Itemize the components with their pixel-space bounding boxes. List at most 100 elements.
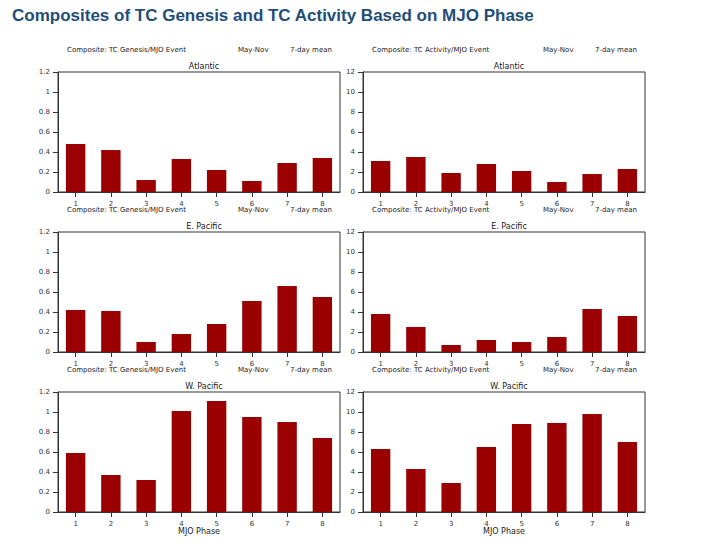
- svg-text:E. Pacific: E. Pacific: [491, 222, 527, 231]
- svg-text:Composite: TC Activity/MJO Eve: Composite: TC Activity/MJO Event: [372, 206, 490, 214]
- svg-text:6: 6: [250, 520, 255, 528]
- svg-text:7: 7: [590, 360, 594, 368]
- svg-text:1.2: 1.2: [39, 68, 50, 76]
- svg-text:2: 2: [351, 488, 355, 496]
- svg-text:7: 7: [285, 520, 289, 528]
- svg-text:1: 1: [46, 88, 50, 96]
- svg-text:2: 2: [414, 520, 418, 528]
- svg-text:10: 10: [346, 88, 355, 96]
- svg-text:0: 0: [46, 348, 50, 356]
- svg-text:7-day mean: 7-day mean: [290, 206, 332, 214]
- svg-text:12: 12: [346, 68, 355, 76]
- svg-text:May-Nov: May-Nov: [238, 46, 269, 54]
- svg-text:Composite: TC Activity/MJO Eve: Composite: TC Activity/MJO Event: [372, 366, 490, 374]
- svg-text:7: 7: [590, 520, 594, 528]
- svg-text:5: 5: [519, 520, 523, 528]
- svg-text:0.2: 0.2: [39, 168, 50, 176]
- svg-text:1: 1: [378, 520, 382, 528]
- svg-text:May-Nov: May-Nov: [238, 366, 269, 374]
- svg-text:7-day mean: 7-day mean: [290, 46, 332, 54]
- svg-text:6: 6: [554, 199, 560, 208]
- svg-text:0.8: 0.8: [39, 108, 50, 116]
- svg-text:5: 5: [214, 360, 218, 368]
- svg-text:2: 2: [413, 199, 419, 208]
- svg-text:3: 3: [143, 199, 149, 208]
- svg-text:MJO Phase: MJO Phase: [483, 527, 525, 536]
- svg-text:1: 1: [73, 520, 77, 528]
- svg-text:Composite: TC Genesis/MJO Even: Composite: TC Genesis/MJO Event: [67, 46, 186, 54]
- svg-text:6: 6: [351, 448, 356, 456]
- svg-text:7: 7: [285, 360, 289, 368]
- html-text:Composites of TC Genesis and T: Composites of TC Genesis and TC Activity…: [12, 6, 534, 25]
- svg-text:1.2: 1.2: [39, 388, 50, 396]
- svg-text:MJO Phase: MJO Phase: [178, 527, 220, 536]
- svg-text:10: 10: [346, 248, 355, 256]
- svg-text:0.4: 0.4: [39, 308, 51, 316]
- svg-text:7-day mean: 7-day mean: [290, 366, 332, 374]
- svg-text:Composite: TC Activity/MJO Eve: Composite: TC Activity/MJO Event: [372, 46, 490, 54]
- svg-text:4: 4: [351, 148, 356, 156]
- svg-text:Atlantic: Atlantic: [189, 62, 219, 71]
- svg-text:4: 4: [351, 308, 356, 316]
- svg-text:May-Nov: May-Nov: [543, 366, 574, 374]
- svg-text:0.8: 0.8: [39, 428, 50, 436]
- svg-text:0: 0: [46, 188, 50, 196]
- svg-text:0: 0: [351, 508, 355, 516]
- svg-text:2: 2: [351, 328, 355, 336]
- svg-text:0: 0: [351, 188, 355, 196]
- svg-text:May-Nov: May-Nov: [543, 46, 574, 54]
- svg-text:5: 5: [214, 200, 218, 208]
- svg-text:8: 8: [351, 108, 355, 116]
- svg-text:W. Pacific: W. Pacific: [490, 382, 528, 391]
- svg-text:0.4: 0.4: [39, 148, 51, 156]
- svg-text:1: 1: [46, 408, 50, 416]
- svg-text:3: 3: [448, 199, 454, 208]
- svg-text:6: 6: [351, 128, 356, 136]
- svg-text:E. Pacific: E. Pacific: [186, 222, 222, 231]
- svg-text:Composite: TC Genesis/MJO Even: Composite: TC Genesis/MJO Event: [67, 206, 186, 214]
- svg-text:0.6: 0.6: [39, 448, 51, 456]
- svg-text:7: 7: [285, 200, 289, 208]
- svg-text:5: 5: [519, 200, 523, 208]
- svg-text:4: 4: [484, 520, 489, 528]
- svg-text:0: 0: [351, 348, 355, 356]
- svg-text:0.6: 0.6: [39, 288, 51, 296]
- svg-text:3: 3: [144, 520, 148, 528]
- svg-text:7: 7: [590, 200, 594, 208]
- svg-text:5: 5: [519, 360, 523, 368]
- svg-text:7-day mean: 7-day mean: [595, 46, 637, 54]
- svg-text:1: 1: [46, 248, 50, 256]
- svg-text:Atlantic: Atlantic: [494, 62, 524, 71]
- svg-text:8: 8: [351, 268, 355, 276]
- svg-text:6: 6: [555, 520, 560, 528]
- svg-text:3: 3: [449, 520, 453, 528]
- svg-text:8: 8: [625, 520, 629, 528]
- svg-text:12: 12: [346, 388, 355, 396]
- svg-text:May-Nov: May-Nov: [543, 206, 574, 214]
- svg-text:6: 6: [249, 199, 255, 208]
- svg-text:2: 2: [108, 359, 114, 368]
- svg-text:2: 2: [351, 168, 355, 176]
- svg-text:0.2: 0.2: [39, 328, 50, 336]
- svg-text:2: 2: [108, 199, 114, 208]
- svg-text:7-day mean: 7-day mean: [595, 366, 637, 374]
- svg-text:12: 12: [346, 228, 355, 236]
- svg-text:0.8: 0.8: [39, 268, 50, 276]
- svg-text:0: 0: [46, 508, 50, 516]
- svg-text:0.6: 0.6: [39, 128, 51, 136]
- svg-text:10: 10: [346, 408, 355, 416]
- svg-text:W. Pacific: W. Pacific: [185, 382, 223, 391]
- svg-text:4: 4: [179, 520, 184, 528]
- svg-text:May-Nov: May-Nov: [238, 206, 269, 214]
- svg-text:5: 5: [214, 520, 218, 528]
- svg-text:6: 6: [351, 288, 356, 296]
- svg-text:7-day mean: 7-day mean: [595, 206, 637, 214]
- svg-text:1.2: 1.2: [39, 228, 50, 236]
- svg-text:8: 8: [320, 520, 324, 528]
- svg-text:Composite: TC Genesis/MJO Even: Composite: TC Genesis/MJO Event: [67, 366, 186, 374]
- svg-text:0.2: 0.2: [39, 488, 50, 496]
- svg-text:4: 4: [351, 468, 356, 476]
- svg-text:0.4: 0.4: [39, 468, 51, 476]
- svg-text:8: 8: [351, 428, 355, 436]
- svg-text:2: 2: [109, 520, 113, 528]
